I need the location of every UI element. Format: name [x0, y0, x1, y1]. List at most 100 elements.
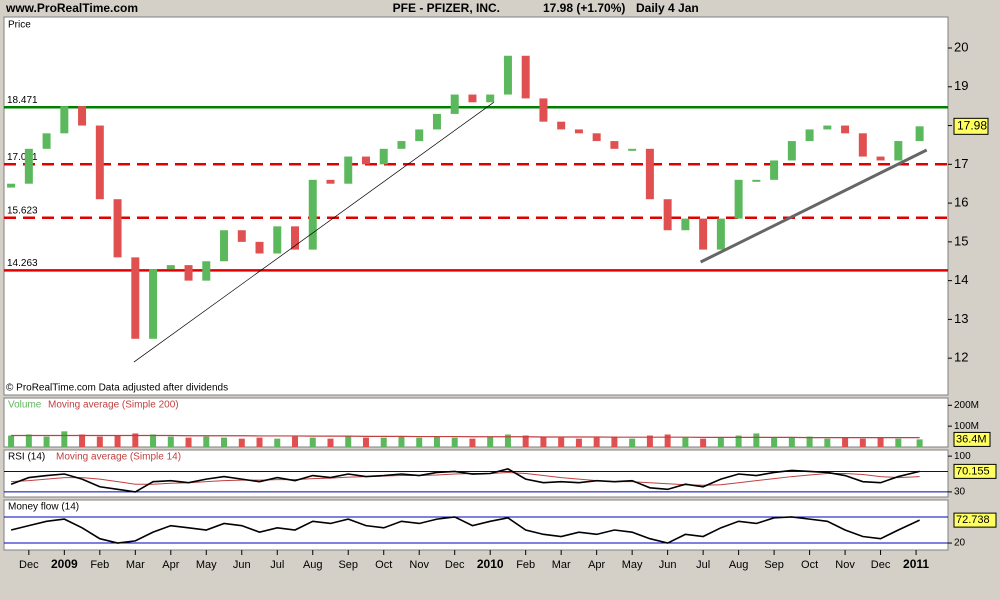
candle [663, 199, 672, 231]
candle [7, 183, 16, 188]
candle [220, 230, 229, 262]
candle [770, 160, 779, 180]
candle [202, 261, 211, 281]
volume-bar [43, 436, 50, 447]
panel-title: Volume [8, 400, 42, 411]
candle [645, 148, 654, 200]
volume-bar [895, 438, 902, 447]
x-tick-label: Nov [409, 559, 429, 571]
candle [557, 121, 566, 130]
volume-bar [629, 438, 636, 447]
panel-title: Money flow (14) [8, 502, 79, 513]
volume-bar [611, 436, 618, 447]
candle [574, 129, 583, 134]
volume-bar [451, 437, 458, 447]
candle [915, 126, 924, 142]
volume-bar [203, 436, 210, 447]
x-tick-label: Aug [729, 559, 749, 571]
y-tick-label: 20 [954, 538, 966, 549]
candle [397, 141, 406, 149]
indicator-ma [11, 471, 920, 486]
candle [521, 55, 530, 99]
x-tick-label: Feb [90, 559, 109, 571]
level-label: 15.623 [7, 205, 38, 216]
candle [60, 106, 69, 134]
level-label: 14.263 [7, 258, 38, 269]
candle [308, 179, 317, 250]
trendline [133, 102, 494, 363]
x-tick-label: Mar [126, 559, 145, 571]
volume-bar [916, 439, 923, 447]
candle [610, 141, 619, 149]
volume-bar [221, 437, 228, 447]
note: © ProRealTime.com Data adjusted after di… [6, 383, 228, 394]
candle [326, 179, 335, 184]
x-tick-label: 2009 [51, 557, 78, 571]
candle [752, 179, 761, 182]
y-tick-label: 100 [954, 451, 971, 462]
volume-bar [114, 435, 121, 447]
x-tick-label: Feb [516, 559, 535, 571]
volume-bar [664, 434, 671, 447]
volume-bar [362, 437, 369, 447]
y-tick-label: 12 [954, 350, 968, 365]
volume-bar [806, 436, 813, 447]
candle [681, 218, 690, 231]
candle [503, 55, 512, 95]
last-box [953, 512, 997, 528]
x-tick-label: Mar [552, 559, 571, 571]
candle [361, 156, 370, 165]
candle [734, 179, 743, 219]
y-tick-label: 200M [954, 400, 979, 411]
x-tick-label: Oct [375, 559, 392, 571]
y-tick-label: 19 [954, 78, 968, 93]
period: Daily 4 Jan [636, 1, 699, 15]
volume-bar [593, 437, 600, 447]
candle [166, 265, 175, 269]
candle [237, 230, 246, 242]
last-label: 70.155 [956, 465, 990, 477]
volume-bar [167, 436, 174, 447]
last-label: 72.738 [956, 514, 990, 526]
volume-bar [327, 438, 334, 447]
y-tick-label: 15 [954, 233, 968, 248]
y-tick-label: 17 [954, 156, 968, 171]
volume-bar [274, 438, 281, 447]
x-tick-label: Sep [764, 559, 784, 571]
y-tick-label: 100M [954, 421, 979, 432]
last-box [953, 431, 991, 447]
y-tick-label: 13 [954, 311, 968, 326]
candle [592, 133, 601, 142]
candle [184, 265, 193, 281]
volume-bar [842, 437, 849, 447]
volume-bar [504, 434, 511, 447]
y-tick-label: 20 [954, 39, 968, 54]
volume-bar [150, 434, 157, 447]
x-tick-label: Jun [233, 559, 251, 571]
candle [805, 129, 814, 142]
last-label: 17.98 [957, 119, 987, 133]
candle [628, 148, 637, 151]
x-tick-label: Dec [19, 559, 39, 571]
candle [149, 269, 158, 339]
volume-bar [753, 433, 760, 447]
candle [415, 129, 424, 142]
panel [3, 16, 949, 396]
volume-bar [309, 437, 316, 447]
volume-ma [11, 434, 920, 439]
volume-bar [398, 436, 405, 447]
symbol: PFE - PFIZER, INC. [393, 1, 500, 15]
candle [876, 156, 885, 161]
volume-bar [700, 438, 707, 447]
volume-bar [717, 437, 724, 447]
volume-bar [345, 435, 352, 447]
x-tick-label: Jul [270, 559, 284, 571]
volume-bar [132, 433, 139, 447]
volume-bar [469, 438, 476, 447]
y-tick-label: 16 [954, 195, 968, 210]
candle [131, 257, 140, 339]
candle [894, 141, 903, 161]
volume-bar [487, 436, 494, 447]
candle [841, 125, 850, 134]
volume-bar [380, 437, 387, 447]
